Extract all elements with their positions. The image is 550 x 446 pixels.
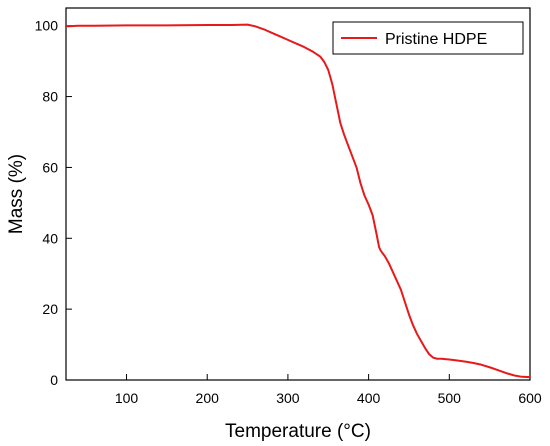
x-tick-label: 500 <box>438 390 462 406</box>
x-tick-label: 600 <box>518 390 542 406</box>
x-tick-label: 300 <box>276 390 300 406</box>
y-tick-label: 20 <box>42 301 58 317</box>
x-axis: 100 200 300 400 500 600 <box>115 374 542 406</box>
legend-label: Pristine HDPE <box>385 31 487 48</box>
y-axis: 0 20 40 60 80 100 <box>35 18 72 388</box>
y-tick-label: 100 <box>35 18 59 34</box>
x-tick-label: 400 <box>357 390 381 406</box>
legend: Pristine HDPE <box>332 21 524 55</box>
x-tick-label: 100 <box>115 390 139 406</box>
series-layer <box>65 23 531 379</box>
x-axis-title: Temperature (°C) <box>225 421 371 442</box>
y-tick-label: 80 <box>42 89 58 105</box>
series-line <box>65 23 531 379</box>
y-tick-label: 0 <box>50 372 58 388</box>
y-axis-title: Mass (%) <box>6 154 27 234</box>
x-tick-label: 200 <box>196 390 220 406</box>
y-tick-label: 40 <box>42 230 58 246</box>
plot-area <box>65 7 531 381</box>
y-tick-label: 60 <box>42 159 58 175</box>
